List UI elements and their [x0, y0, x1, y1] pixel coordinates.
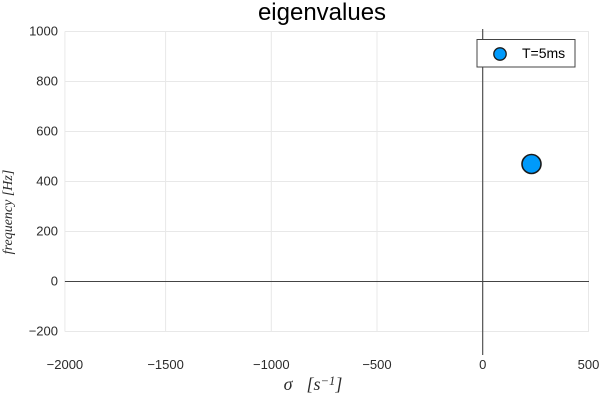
svg-text:500: 500 — [578, 357, 600, 372]
svg-text:0: 0 — [479, 357, 486, 372]
svg-text:800: 800 — [36, 74, 58, 89]
svg-text:600: 600 — [36, 124, 58, 139]
svg-text:0: 0 — [51, 274, 58, 289]
svg-text:400: 400 — [36, 174, 58, 189]
svg-text:−2000: −2000 — [47, 357, 84, 372]
svg-text:−1000: −1000 — [253, 357, 290, 372]
svg-text:−1500: −1500 — [147, 357, 184, 372]
svg-text:−500: −500 — [362, 357, 391, 372]
svg-text:frequency [Hz]: frequency [Hz] — [1, 170, 16, 255]
svg-text:−200: −200 — [29, 324, 58, 339]
svg-text:1000: 1000 — [29, 24, 58, 39]
svg-text:eigenvalues: eigenvalues — [258, 0, 386, 26]
svg-text:200: 200 — [36, 224, 58, 239]
svg-text:T=5ms: T=5ms — [522, 45, 565, 61]
